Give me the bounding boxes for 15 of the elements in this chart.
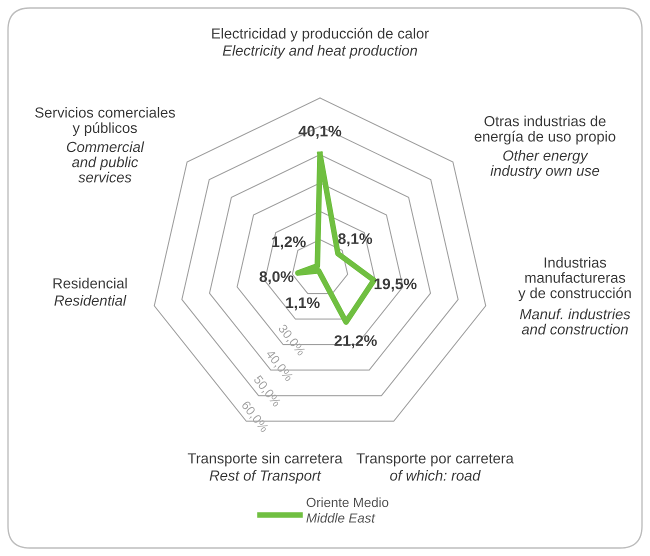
data-label: 8,0% bbox=[260, 271, 294, 284]
spoke-label: Transporte sin carretera Rest of Transport bbox=[188, 452, 343, 484]
data-label: 19,5% bbox=[374, 278, 417, 292]
data-label: 21,2% bbox=[334, 335, 377, 348]
spoke-label: Residencial Residential bbox=[54, 278, 127, 306]
data-label: 40,1% bbox=[298, 126, 342, 139]
spoke-label: Transporte por carretera of which: road bbox=[356, 453, 514, 481]
spoke-label: Industrias manufactureras y de construcción Manuf. industries and construction bbox=[518, 256, 631, 335]
data-label: 1,2% bbox=[272, 236, 306, 250]
spoke-label: Servicios comerciales y públicos Commercial and public services bbox=[35, 106, 175, 182]
data-label: 1,1% bbox=[286, 297, 320, 310]
legend-label: Oriente Medio Middle East bbox=[306, 497, 388, 523]
spoke-label: Electricidad y producción de calor Electricity and heat production bbox=[212, 28, 429, 59]
data-label: 8,1% bbox=[338, 233, 372, 246]
spoke-label: Otras industrias de energía de uso propio Other energy industry own use bbox=[474, 116, 616, 179]
